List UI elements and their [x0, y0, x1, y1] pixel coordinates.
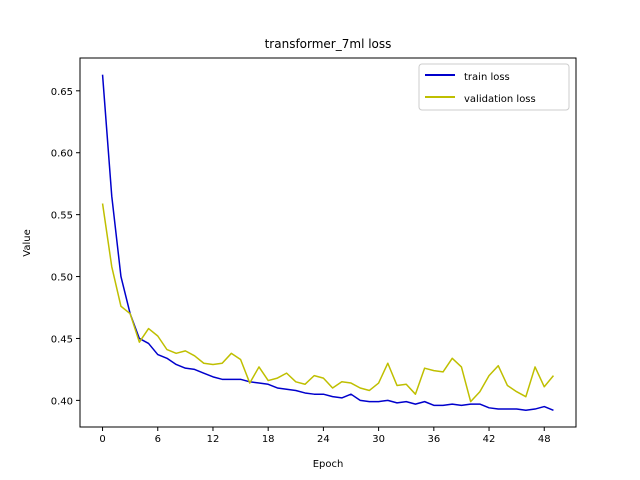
plot-area: [101, 74, 555, 412]
legend-label-validation-loss: validation loss: [464, 94, 536, 105]
y-axis-label: Value: [22, 229, 33, 256]
plot-frame: [79, 57, 577, 428]
y-tick-label: 0.50: [51, 273, 73, 284]
legend: train loss validation loss: [418, 63, 570, 111]
x-tick-label: 42: [483, 434, 496, 445]
series-line-validation-loss: [101, 203, 555, 403]
legend-label-train-loss: train loss: [464, 72, 510, 83]
x-axis: 0 6 12 18 24 30 36 42 48: [99, 427, 551, 445]
legend-box: [418, 63, 570, 111]
series-line-train-loss: [101, 74, 554, 412]
y-tick-label: 0.60: [51, 149, 73, 160]
x-tick-label: 18: [262, 434, 275, 445]
x-tick-label: 24: [317, 434, 330, 445]
x-tick-label: 6: [155, 434, 161, 445]
y-tick-label: 0.55: [51, 211, 73, 222]
y-tick-label: 0.45: [51, 334, 73, 345]
y-tick-label: 0.40: [51, 396, 73, 407]
x-tick-label: 48: [538, 434, 551, 445]
x-tick-label: 12: [207, 434, 220, 445]
x-tick-label: 0: [99, 434, 105, 445]
chart-title: transformer_7ml loss: [265, 37, 392, 51]
x-tick-label: 30: [372, 434, 385, 445]
x-axis-label: Epoch: [313, 459, 344, 470]
y-axis: 0.40 0.45 0.50 0.55 0.60 0.65: [51, 87, 80, 407]
y-tick-label: 0.65: [51, 87, 73, 98]
x-tick-label: 36: [427, 434, 440, 445]
